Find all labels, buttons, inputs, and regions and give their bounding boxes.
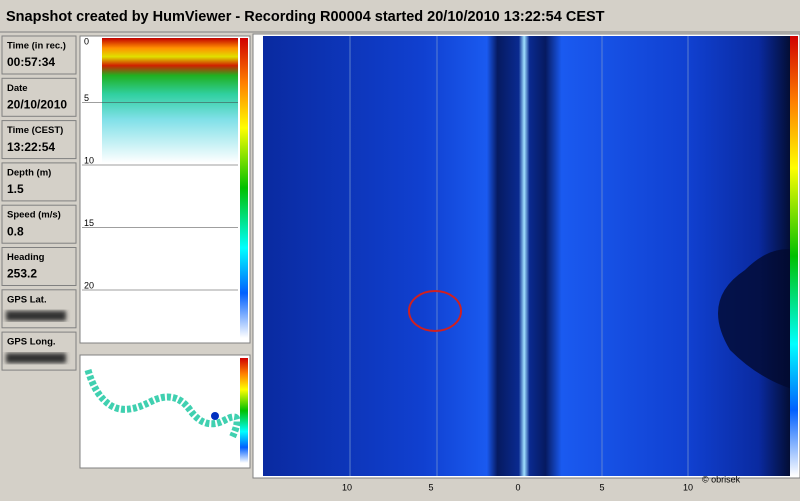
panel-label: Speed (m/s): [7, 210, 61, 221]
info-panel: [1, 77, 77, 117]
panel-value: 1.5: [7, 182, 24, 196]
highlight-circle: [408, 290, 462, 332]
position-marker: [211, 412, 219, 420]
blurred-value: [6, 353, 66, 364]
panel-label: GPS Long.: [7, 337, 56, 348]
range-label: 0: [515, 482, 520, 492]
panel-value: 13:22:54: [7, 140, 55, 154]
info-panel: [1, 120, 77, 160]
depth-colorbar: [240, 38, 248, 338]
scan-colorbar: [790, 36, 798, 476]
info-panel: [1, 35, 77, 75]
range-label: 10: [683, 482, 693, 492]
panel-value: 253.2: [7, 267, 37, 281]
gps-track: [84, 369, 241, 440]
panel-label: Heading: [7, 252, 45, 263]
range-lines: [349, 36, 689, 476]
info-panel: [1, 289, 77, 329]
side-scan-image: [263, 36, 796, 476]
panel-label: Time (in rec.): [7, 41, 66, 52]
info-panels: Time (in rec.) 00:57:34 Date 20/10/2010 Time…: [1, 35, 77, 371]
watermark: © obrisek: [702, 474, 741, 484]
info-panel: [1, 162, 77, 202]
panel-label: Date: [7, 83, 28, 94]
panel-value: 00:57:34: [7, 55, 55, 69]
depth-tick-label: 10: [84, 155, 94, 165]
track-panel: [79, 354, 251, 469]
depth-tick-label: 20: [84, 280, 94, 290]
range-label: 5: [599, 482, 604, 492]
info-panel: [1, 247, 77, 286]
info-panel: [1, 204, 77, 244]
depth-tick-label: 15: [84, 218, 94, 228]
depth-scale: 0 5 10 15 20: [82, 36, 238, 290]
panel-label: Depth (m): [7, 167, 51, 178]
blurred-value: [6, 310, 66, 321]
range-label: 5: [428, 482, 433, 492]
window-title: Snapshot created by HumViewer - Recordin…: [6, 9, 605, 25]
depth-echo: [102, 38, 238, 163]
info-panel: [1, 331, 77, 371]
depth-tick-label: 5: [84, 93, 89, 103]
side-scan-axis: 10 5 0 5 10: [342, 482, 693, 492]
dark-shadow: [718, 249, 796, 390]
panel-label: Time (CEST): [7, 125, 63, 136]
depth-tick-label: 0: [84, 36, 89, 46]
range-label: 10: [342, 482, 352, 492]
panel-value: 20/10/2010: [7, 97, 67, 111]
panel-label: GPS Lat.: [7, 294, 47, 305]
track-colorbar: [240, 358, 248, 463]
panel-value: 0.8: [7, 224, 24, 238]
